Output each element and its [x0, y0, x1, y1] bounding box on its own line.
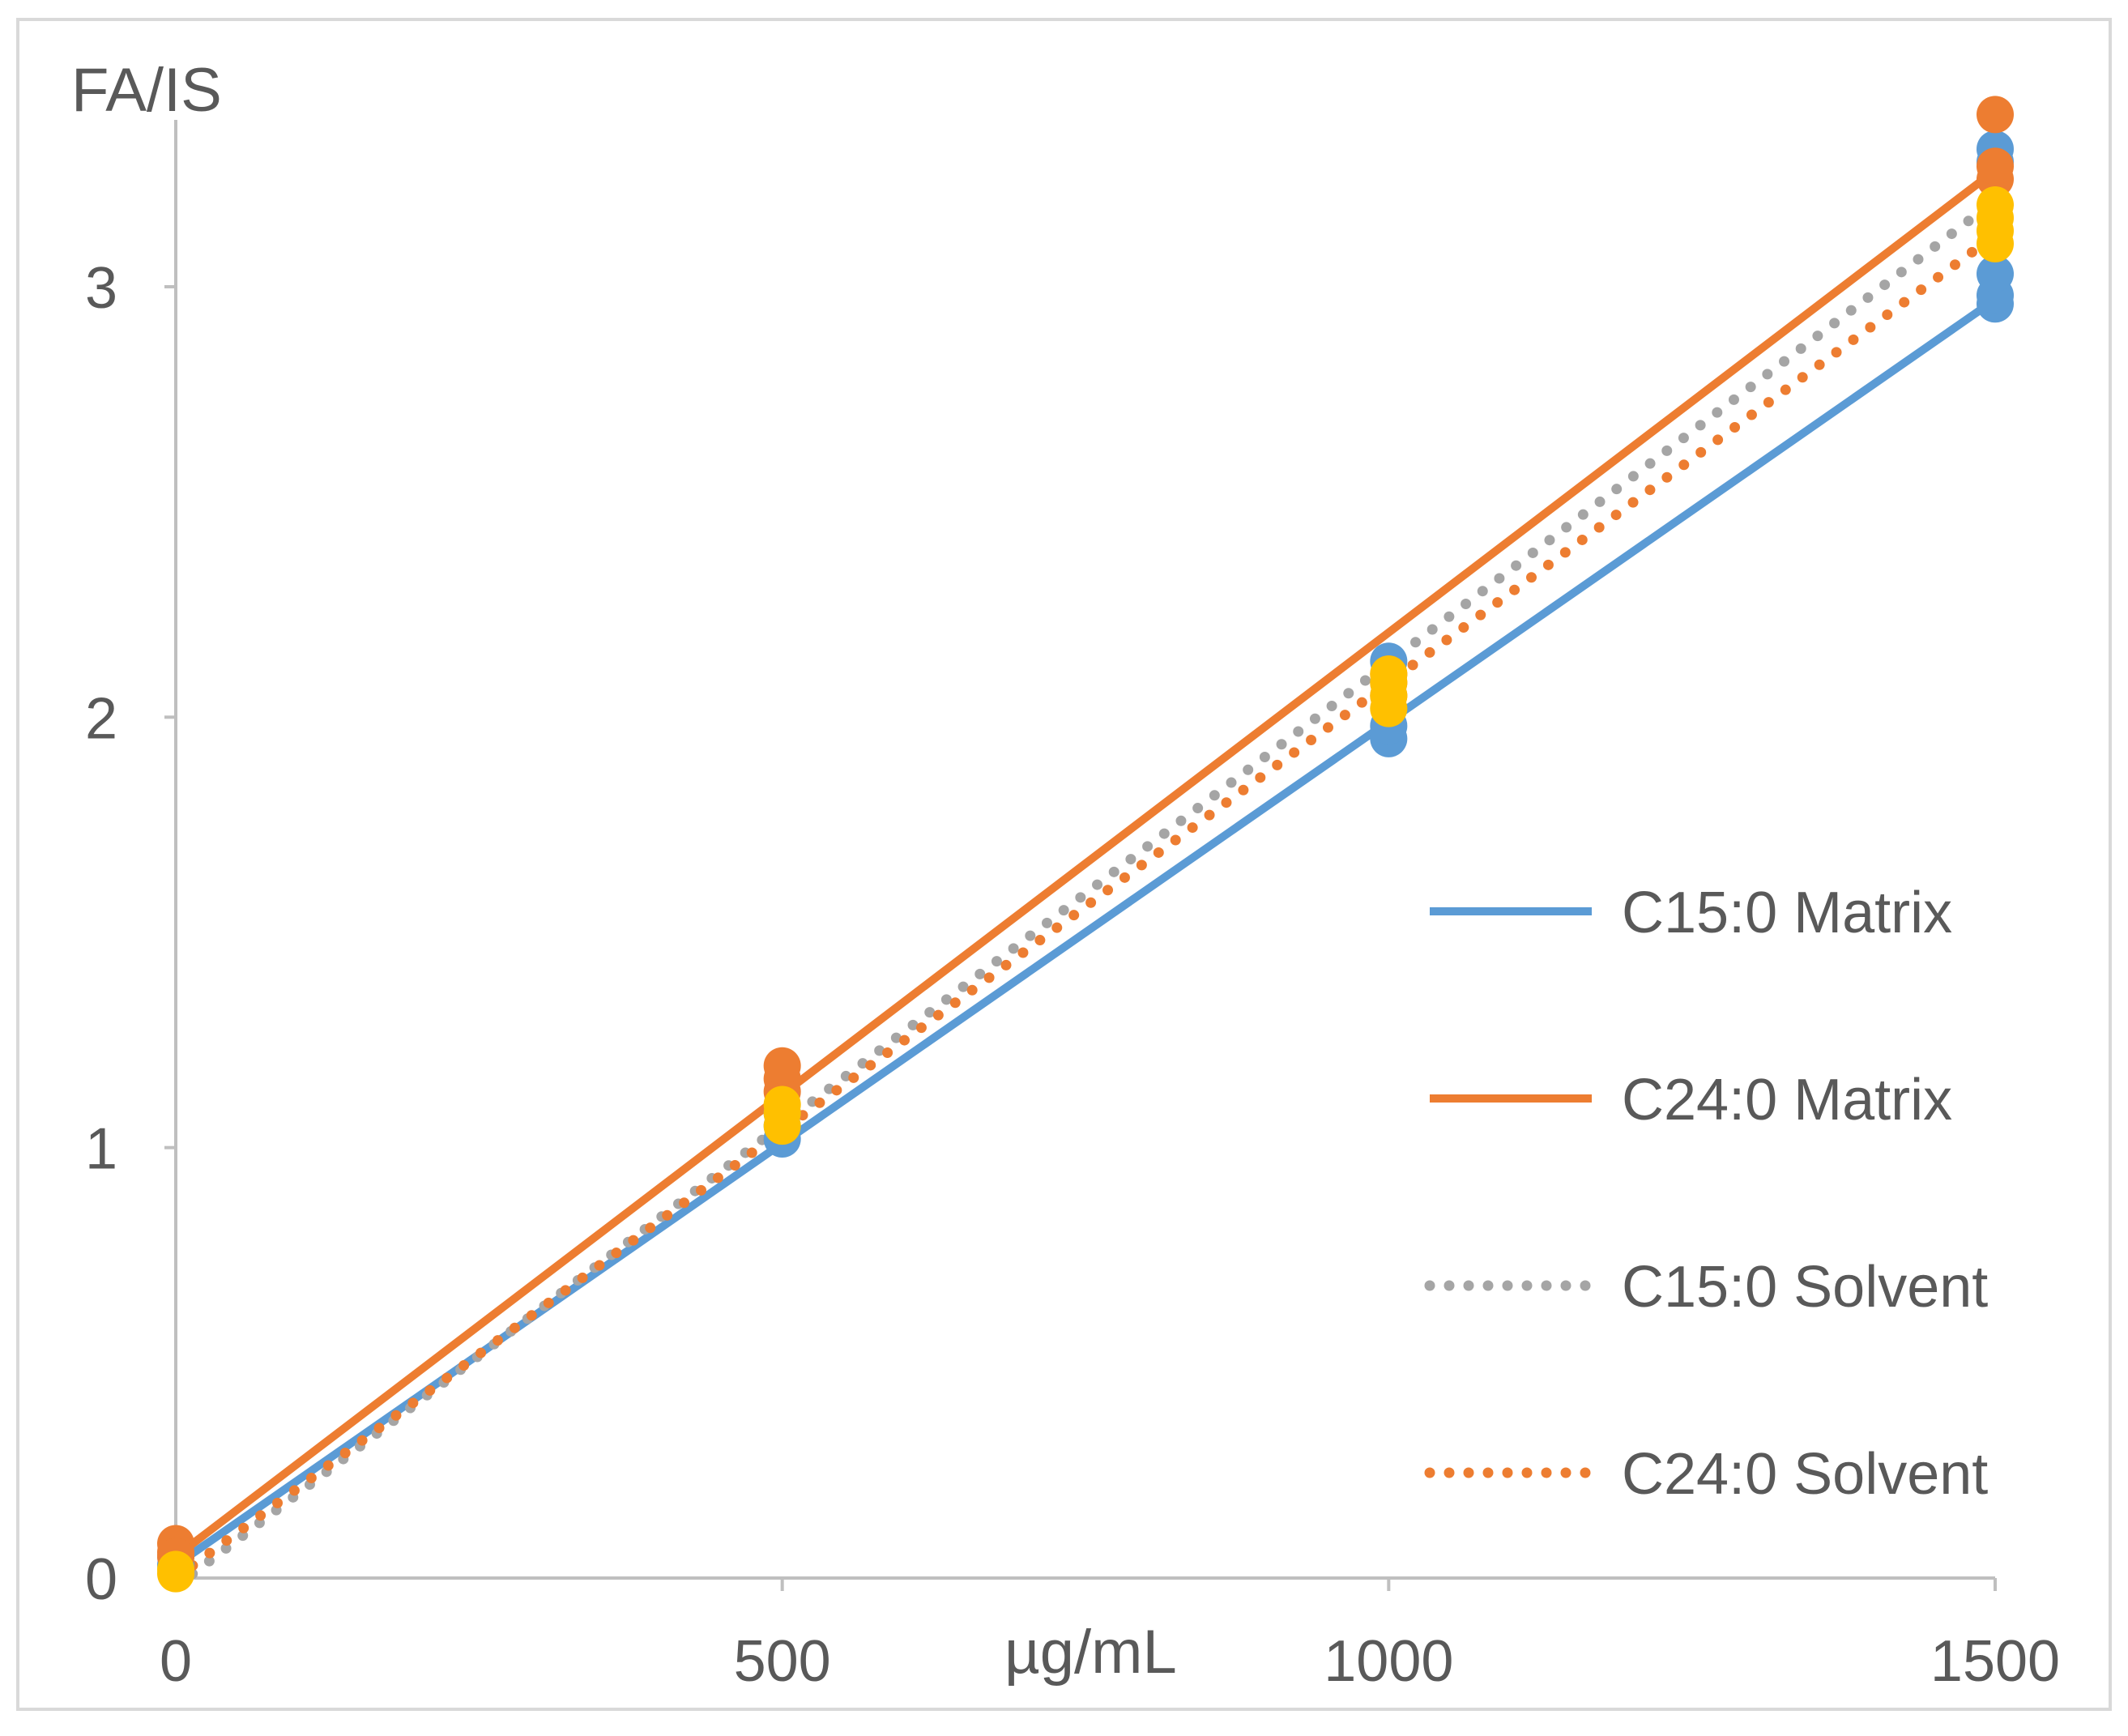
y-tick-label: 1: [85, 1117, 117, 1182]
y-tick-label: 2: [85, 686, 117, 751]
legend-label: C24:0 Matrix: [1622, 1068, 1952, 1132]
data-point-yellow: [157, 1550, 194, 1589]
y-tick-label: 3: [85, 256, 117, 321]
data-point-orange: [1977, 147, 2014, 186]
x-axis-label: µg/mL: [1004, 1618, 1177, 1687]
trend-line-c24-0-matrix: [173, 167, 1998, 1560]
data-point-yellow: [763, 1086, 801, 1124]
data-point-yellow: [1370, 655, 1408, 693]
legend-label: C24:0 Solvent: [1622, 1442, 1988, 1507]
data-point-orange: [763, 1047, 801, 1085]
data-point-blue: [1977, 255, 2014, 293]
y-tick-label: 0: [85, 1547, 117, 1612]
y-axis-label: FA/IS: [71, 56, 222, 125]
trend-line-c24-0-solvent: [170, 229, 2001, 1584]
x-tick-label: 1000: [1324, 1629, 1453, 1694]
legend-label: C15:0 Solvent: [1622, 1255, 1988, 1320]
data-point-yellow: [1977, 186, 2014, 224]
data-points: [157, 96, 2014, 1593]
legend: C15:0 Matrix C24:0 Matrix C15:0 Solvent C24…: [1424, 881, 1988, 1507]
x-tick-label: 1500: [1930, 1629, 2060, 1694]
x-tick-label: 500: [734, 1629, 831, 1694]
trend-lines: [170, 167, 2001, 1593]
x-tick-label: 0: [160, 1629, 192, 1694]
axes: 0 1 2 3 0 500 1000 1500: [85, 120, 2060, 1694]
legend-label: C15:0 Matrix: [1622, 881, 1952, 945]
data-point-orange: [1977, 96, 2014, 134]
